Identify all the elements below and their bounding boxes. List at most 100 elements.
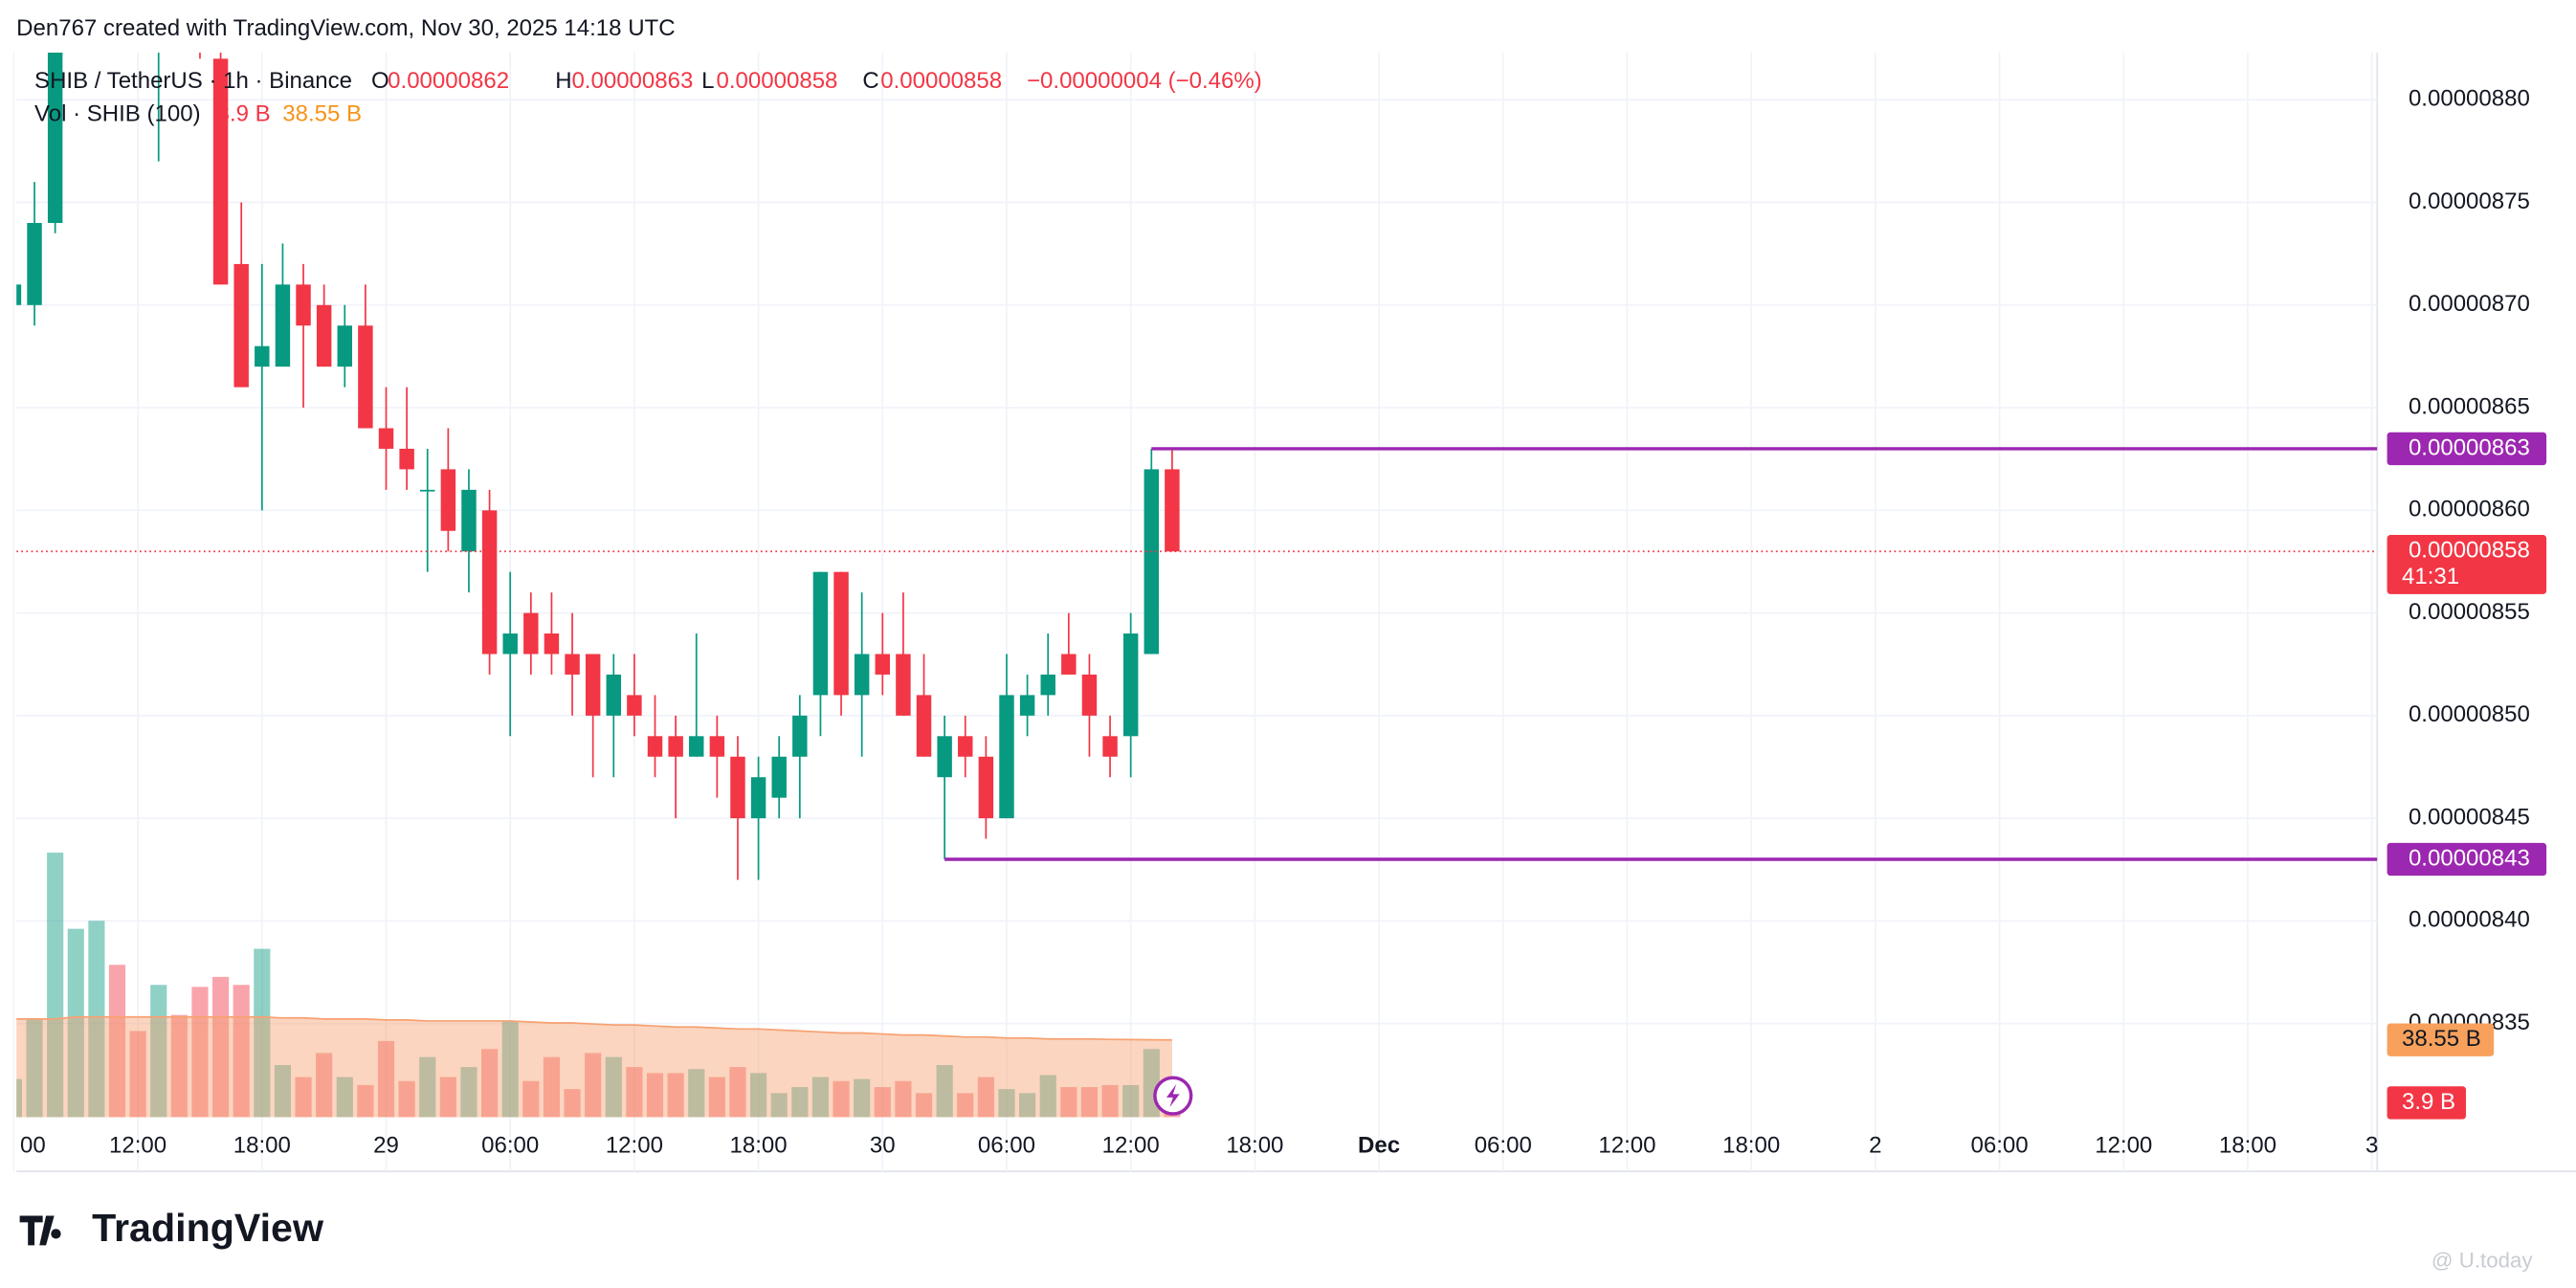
legend-letter: L — [701, 68, 714, 94]
volume-bar — [770, 1093, 788, 1118]
candle-body — [481, 510, 498, 655]
volume-bar — [336, 1077, 353, 1118]
logo: TradingView — [19, 1206, 324, 1250]
candle-body — [544, 633, 560, 655]
candle-body — [502, 633, 518, 655]
volume-bar — [316, 1053, 333, 1118]
volume-label: 3.9 B — [2402, 1089, 2455, 1115]
candle-body — [275, 284, 291, 367]
grid — [12, 52, 2378, 1172]
candle-body — [978, 756, 994, 819]
candle-body — [316, 304, 332, 367]
volume-bar — [295, 1077, 312, 1118]
x-tick-label: 18:00 — [2219, 1133, 2276, 1159]
y-tick-label: 0.00000855 — [2409, 599, 2530, 625]
candle-body — [420, 489, 435, 492]
logo-icon — [19, 1215, 61, 1246]
candle-body — [27, 222, 42, 305]
volume-bar — [16, 1078, 23, 1118]
legend-high: 0.00000863 — [571, 68, 693, 94]
volume-bar — [1101, 1084, 1119, 1118]
volume-ma-badge — [2387, 1023, 2495, 1056]
y-tick-label: 0.00000865 — [2409, 393, 2530, 419]
x-tick-label: 12:00 — [109, 1133, 167, 1159]
level-badge — [2387, 842, 2547, 877]
candle-body — [337, 325, 353, 367]
volume-bar — [47, 853, 64, 1118]
volume-bar — [791, 1087, 809, 1118]
candle-body — [16, 284, 22, 305]
y-tick-label: 0.00000860 — [2409, 497, 2530, 522]
x-tick-label: Dec — [1358, 1133, 1400, 1159]
candle-body — [1102, 736, 1118, 757]
level-badge — [2387, 432, 2547, 466]
candle-body — [1040, 674, 1055, 696]
candle-body — [440, 469, 456, 531]
volume-bar — [688, 1069, 705, 1118]
x-tick-label: 18:00 — [233, 1133, 291, 1159]
candle-body — [689, 736, 704, 757]
volume-bar — [833, 1080, 850, 1118]
x-tick-label: 30 — [870, 1133, 896, 1159]
axes: 0.000008350.000008400.000008450.00000850… — [20, 86, 2547, 1159]
x-tick-label: 3 — [2365, 1133, 2378, 1159]
volume-bar — [605, 1056, 622, 1118]
candle-body — [378, 428, 394, 449]
legend-volume-ma: 38.55 B — [282, 101, 362, 127]
volume-bar — [150, 985, 167, 1118]
volume-bar — [998, 1089, 1015, 1118]
y-tick-label: 0.00000875 — [2409, 189, 2530, 214]
candle-body — [606, 674, 622, 716]
legend-symbol: SHIB / TetherUS · 1h · Binance — [34, 68, 352, 94]
y-tick-label: 0.00000840 — [2409, 907, 2530, 933]
volume-bar — [481, 1049, 499, 1118]
volume-bar — [957, 1093, 974, 1118]
volume-bar — [915, 1093, 933, 1118]
volume-bar — [398, 1080, 415, 1118]
x-tick-label: 06:00 — [481, 1133, 539, 1159]
candle-body — [709, 736, 725, 757]
volume-bar — [564, 1089, 581, 1118]
x-tick-label: 18:00 — [1226, 1133, 1283, 1159]
volume-bar — [254, 948, 271, 1118]
level-label: 0.00000843 — [2409, 845, 2530, 871]
volume-bar — [88, 921, 105, 1118]
volume-bar — [26, 1018, 43, 1118]
legend-change: −0.00000004 (−0.46%) — [1027, 68, 1262, 94]
candle-body — [565, 654, 580, 675]
candle-body — [523, 612, 539, 655]
legend-letter: H — [555, 68, 571, 94]
candle-body — [875, 654, 891, 675]
volume-bar — [1060, 1087, 1077, 1118]
volume-bar — [460, 1067, 477, 1118]
volume-bar — [895, 1080, 912, 1118]
x-tick-label: 06:00 — [1970, 1133, 2028, 1159]
volume-ma-line — [16, 1015, 1172, 1041]
y-tick-label: 0.00000850 — [2409, 701, 2530, 727]
candle-body — [1165, 469, 1180, 552]
candle-body — [1081, 674, 1098, 716]
volume-bar — [1039, 1075, 1056, 1118]
volume-bar — [750, 1073, 767, 1118]
candle-body — [627, 695, 642, 716]
candle-body — [399, 448, 414, 470]
x-tick-label: 12:00 — [606, 1133, 663, 1159]
volume-bar — [522, 1080, 540, 1118]
legend-volume: Vol · SHIB (100) — [34, 101, 201, 127]
price-label: 0.00000858 — [2409, 538, 2530, 564]
volume-bar — [211, 976, 230, 1118]
volume-pane — [16, 853, 1181, 1118]
candle-body — [1061, 654, 1077, 675]
candle-body — [1122, 633, 1139, 737]
icon-bolt — [1166, 1084, 1180, 1108]
candle-body — [647, 736, 663, 757]
candle-body — [255, 345, 270, 367]
candle-body — [792, 715, 808, 757]
candle-body — [854, 654, 870, 696]
y-tick-label: 0.00000845 — [2409, 804, 2530, 830]
volume-ma-area — [16, 1016, 1172, 1118]
x-tick-label: 18:00 — [1722, 1133, 1780, 1159]
volume-bar — [419, 1056, 436, 1118]
candle-body — [916, 695, 932, 757]
